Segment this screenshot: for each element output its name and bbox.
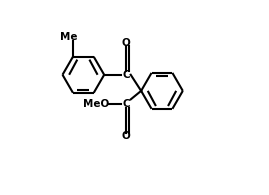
Text: Me: Me bbox=[61, 32, 78, 42]
Text: O: O bbox=[122, 131, 130, 141]
Text: MeO: MeO bbox=[83, 99, 109, 109]
Text: C: C bbox=[122, 70, 130, 80]
Text: C: C bbox=[122, 99, 130, 109]
Text: O: O bbox=[122, 38, 130, 48]
